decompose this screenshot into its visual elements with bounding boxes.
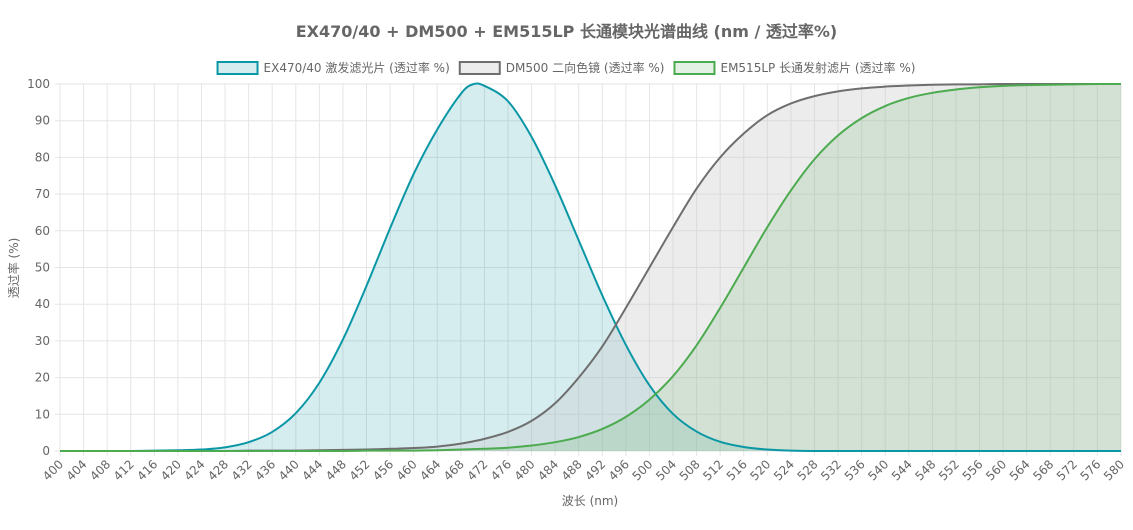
series-area-2 (60, 83, 1121, 452)
x-tick-label: 492 (582, 457, 608, 483)
x-tick-label: 428 (205, 457, 231, 483)
x-tick-label: 532 (818, 457, 844, 483)
x-tick-label: 476 (488, 457, 514, 483)
y-tick-label: 70 (35, 187, 50, 201)
x-tick-label: 460 (394, 457, 420, 483)
legend-item-0[interactable]: EX470/40 激发滤光片 (透过率 %) (216, 60, 450, 75)
x-tick-label: 424 (181, 457, 207, 483)
series-lines (59, 82, 1122, 452)
x-tick-label: 400 (40, 457, 66, 483)
x-tick-label: 464 (417, 457, 443, 483)
x-tick-label: 504 (653, 457, 679, 483)
x-tick-label: 568 (1030, 457, 1056, 483)
chart-title: EX470/40 + DM500 + EM515LP 长通模块光谱曲线 (nm … (296, 22, 838, 41)
series-line-0 (59, 82, 1121, 452)
x-tick-label: 572 (1054, 457, 1080, 483)
x-axis-title: 波长 (nm) (562, 494, 618, 508)
legend-swatch (458, 61, 501, 75)
legend-label: DM500 二向色镜 (透过率 %) (506, 60, 665, 75)
y-tick-label: 10 (35, 407, 50, 421)
x-tick-label: 488 (559, 457, 585, 483)
x-tick-label: 432 (229, 457, 255, 483)
x-tick-label: 556 (960, 457, 986, 483)
x-axis-ticks: 4004044084124164204244284324364404444484… (40, 457, 1127, 483)
y-axis-title: 透过率 (%) (6, 238, 21, 299)
y-tick-label: 40 (35, 297, 50, 311)
legend-item-1[interactable]: DM500 二向色镜 (透过率 %) (458, 60, 665, 75)
x-tick-label: 468 (441, 457, 467, 483)
y-tick-label: 0 (42, 444, 50, 458)
y-tick-label: 80 (35, 150, 50, 164)
x-tick-label: 516 (724, 457, 750, 483)
x-tick-label: 448 (323, 457, 349, 483)
x-tick-label: 404 (64, 457, 90, 483)
legend-swatch (216, 61, 259, 75)
legend-label: EM515LP 长通发射滤片 (透过率 %) (720, 60, 915, 75)
legend-swatch (673, 61, 716, 75)
x-tick-label: 580 (1101, 457, 1127, 483)
x-tick-label: 480 (512, 457, 538, 483)
x-tick-label: 416 (134, 457, 160, 483)
series-area-0 (60, 83, 1121, 451)
y-tick-label: 100 (27, 77, 50, 91)
x-tick-label: 528 (795, 457, 821, 483)
y-tick-label: 60 (35, 224, 50, 238)
x-tick-label: 512 (700, 457, 726, 483)
x-tick-label: 524 (771, 457, 797, 483)
x-tick-label: 496 (606, 457, 632, 483)
x-tick-label: 444 (299, 457, 325, 483)
x-tick-label: 552 (936, 457, 962, 483)
x-tick-label: 436 (252, 457, 278, 483)
x-tick-label: 576 (1077, 457, 1103, 483)
legend-item-2[interactable]: EM515LP 长通发射滤片 (透过率 %) (673, 60, 915, 75)
x-tick-label: 544 (889, 457, 915, 483)
x-tick-label: 472 (464, 457, 490, 483)
series-areas (60, 83, 1121, 452)
x-tick-label: 408 (87, 457, 113, 483)
x-tick-label: 564 (1007, 457, 1033, 483)
y-tick-label: 20 (35, 371, 50, 385)
x-tick-label: 508 (677, 457, 703, 483)
y-tick-label: 30 (35, 334, 50, 348)
x-tick-label: 456 (370, 457, 396, 483)
y-tick-label: 50 (35, 261, 50, 275)
x-tick-label: 484 (535, 457, 561, 483)
legend: EX470/40 激发滤光片 (透过率 %) DM500 二向色镜 (透过率 %)… (216, 60, 915, 75)
x-tick-label: 452 (347, 457, 373, 483)
y-axis-ticks: 0 10 20 30 40 50 60 70 80 90 100 (27, 77, 50, 458)
x-tick-label: 560 (983, 457, 1009, 483)
series-line-2 (59, 82, 1122, 452)
x-tick-label: 520 (747, 457, 773, 483)
legend-label: EX470/40 激发滤光片 (透过率 %) (264, 60, 450, 75)
x-tick-label: 440 (276, 457, 302, 483)
x-tick-label: 420 (158, 457, 184, 483)
x-tick-label: 500 (629, 457, 655, 483)
x-tick-label: 536 (842, 457, 868, 483)
x-tick-label: 540 (865, 457, 891, 483)
y-tick-label: 90 (35, 114, 50, 128)
series-area-1 (60, 83, 1121, 452)
x-tick-label: 548 (912, 457, 938, 483)
x-tick-label: 412 (111, 457, 137, 483)
